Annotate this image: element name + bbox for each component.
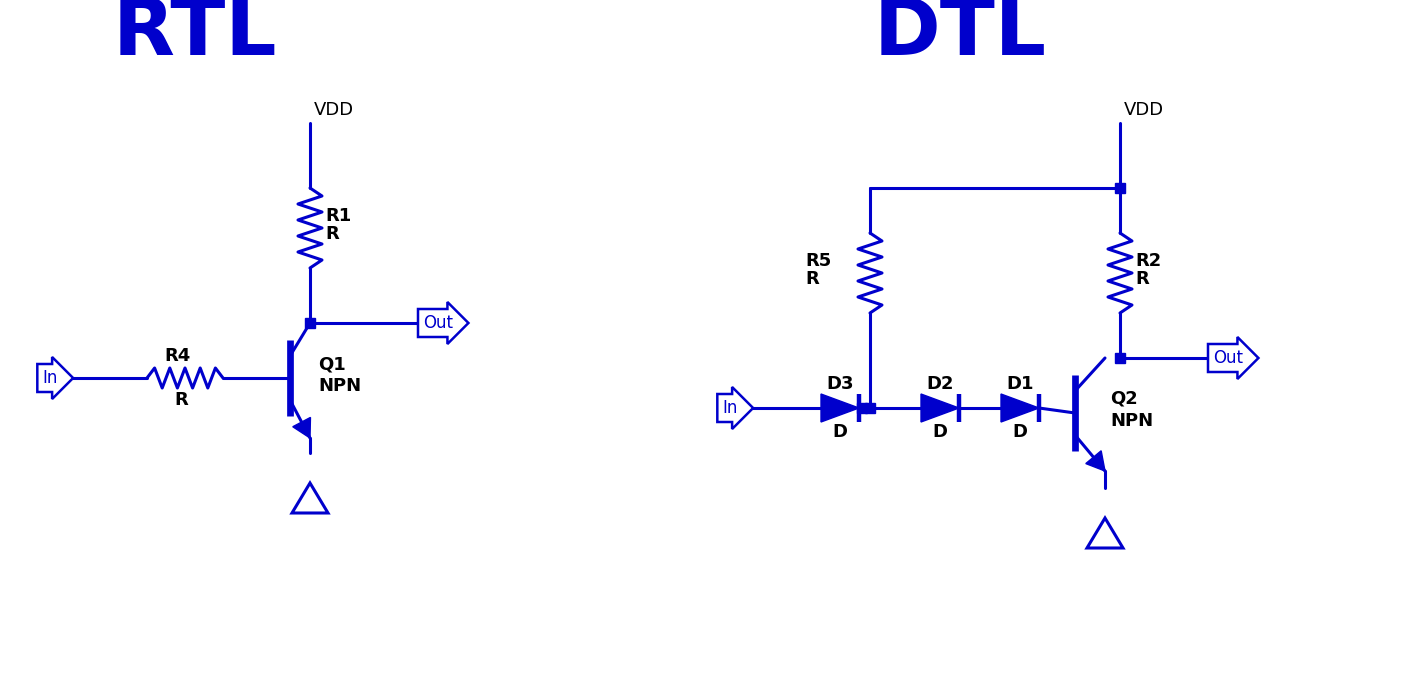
Text: R4: R4 [164, 347, 191, 365]
Text: D: D [832, 423, 847, 441]
Text: DTL: DTL [874, 0, 1047, 72]
Text: In: In [723, 399, 738, 417]
Text: VDD: VDD [1124, 101, 1164, 119]
Text: NPN: NPN [1110, 412, 1153, 430]
Text: Out: Out [1214, 349, 1243, 367]
Text: Q1: Q1 [318, 355, 345, 373]
Polygon shape [1000, 394, 1040, 422]
Polygon shape [293, 418, 310, 438]
Text: D1: D1 [1006, 375, 1034, 393]
Text: R1: R1 [325, 207, 351, 225]
Text: R: R [1135, 270, 1149, 288]
Polygon shape [821, 394, 859, 422]
Text: D3: D3 [826, 375, 854, 393]
Text: Q2: Q2 [1110, 390, 1138, 408]
Text: Out: Out [422, 314, 453, 332]
Polygon shape [920, 394, 960, 422]
Text: R2: R2 [1135, 252, 1162, 270]
Text: D: D [933, 423, 947, 441]
Text: VDD: VDD [314, 101, 354, 119]
Text: RTL: RTL [112, 0, 278, 72]
Polygon shape [1086, 451, 1106, 471]
Text: R: R [174, 391, 188, 409]
Text: NPN: NPN [318, 377, 361, 395]
Text: R: R [805, 270, 819, 288]
Text: D2: D2 [926, 375, 954, 393]
Text: In: In [42, 369, 58, 387]
Text: D: D [1013, 423, 1027, 441]
Text: R: R [325, 225, 338, 243]
Text: R5: R5 [805, 252, 831, 270]
